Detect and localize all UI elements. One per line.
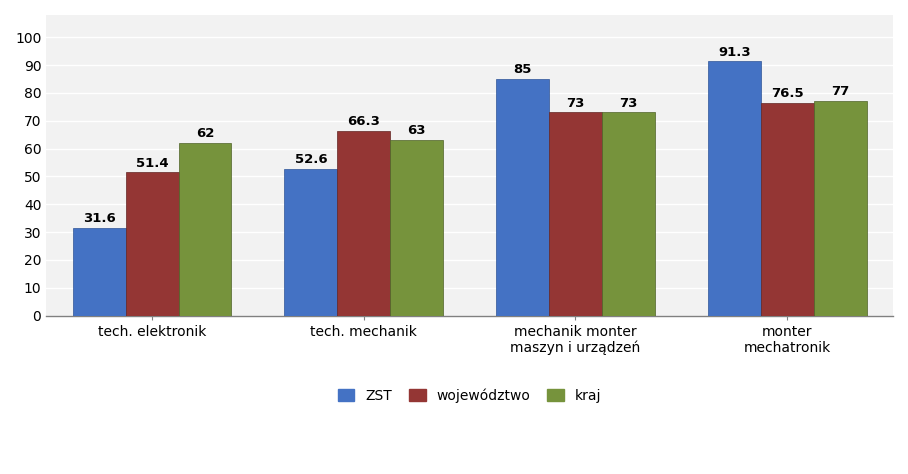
Bar (284, 169, 337, 316)
Bar (337, 131, 390, 316)
Bar (125, 173, 179, 316)
Bar (73, 228, 125, 316)
Text: 63: 63 (408, 125, 426, 137)
Bar (390, 140, 443, 316)
Text: 77: 77 (831, 85, 849, 99)
Text: 73: 73 (567, 97, 585, 109)
Text: 91.3: 91.3 (718, 46, 751, 59)
Bar (707, 62, 761, 316)
Bar (814, 101, 866, 316)
Text: 62: 62 (196, 127, 214, 140)
Bar (496, 79, 549, 316)
Text: 73: 73 (619, 97, 637, 109)
Bar (549, 112, 602, 316)
Legend: ZST, województwo, kraj: ZST, województwo, kraj (332, 383, 607, 408)
Text: 66.3: 66.3 (348, 115, 380, 128)
Text: 85: 85 (513, 63, 532, 76)
Text: 51.4: 51.4 (136, 157, 168, 170)
Bar (602, 112, 655, 316)
Text: 76.5: 76.5 (771, 87, 804, 100)
Bar (761, 103, 814, 316)
Bar (179, 143, 232, 316)
Text: 52.6: 52.6 (294, 154, 327, 166)
Text: 31.6: 31.6 (83, 212, 115, 225)
